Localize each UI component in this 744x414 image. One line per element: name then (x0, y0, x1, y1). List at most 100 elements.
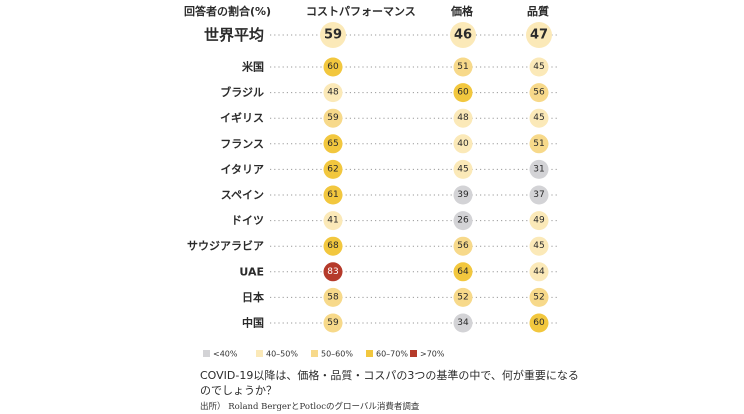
value-label: 48 (327, 88, 339, 98)
value-bubble (323, 185, 343, 205)
value-bubble (323, 159, 343, 179)
legend-swatch (311, 350, 318, 357)
legend-label: 50–60% (321, 350, 353, 359)
row-label: 世界平均 (204, 26, 264, 44)
value-bubble (453, 83, 473, 103)
value-label: 64 (457, 267, 469, 277)
value-bubble (453, 185, 473, 205)
value-label: 62 (327, 164, 338, 174)
value-bubble (323, 83, 343, 103)
value-bubble (529, 159, 549, 179)
value-bubble (453, 159, 473, 179)
legend-label: 60–70% (376, 350, 408, 359)
y-axis-label: 回答者の割合(%) (184, 5, 272, 18)
value-label: 60 (327, 62, 339, 72)
value-label: 59 (327, 318, 339, 328)
value-bubble (529, 185, 549, 205)
value-label: 45 (533, 113, 544, 123)
value-label: 45 (533, 241, 544, 251)
row-label: ブラジル (220, 85, 264, 99)
value-bubble (453, 211, 473, 231)
value-bubble (450, 22, 476, 48)
value-bubble (323, 262, 343, 282)
value-label: 26 (457, 216, 469, 226)
value-label: 52 (457, 292, 468, 302)
value-label: 40 (457, 139, 469, 149)
value-bubble (529, 313, 549, 333)
row-label: 米国 (241, 60, 264, 74)
value-label: 56 (533, 88, 545, 98)
value-label: 39 (457, 190, 469, 200)
row-label: UAE (239, 265, 264, 278)
value-label: 59 (324, 28, 342, 43)
value-bubble (323, 211, 343, 231)
legend-swatch (410, 350, 417, 357)
value-label: 49 (533, 216, 545, 226)
value-bubble (453, 287, 473, 307)
legend-label: 40–50% (266, 350, 298, 359)
source-note: 出所） Roland BergerとPotlocのグローバル消費者調査 (200, 402, 420, 412)
value-bubble (323, 134, 343, 154)
row-label: 中国 (242, 316, 264, 330)
value-bubble (529, 134, 549, 154)
value-label: 51 (533, 139, 544, 149)
value-label: 58 (327, 292, 339, 302)
value-bubble (453, 262, 473, 282)
value-label: 59 (327, 113, 339, 123)
column-header-quality: 品質 (527, 5, 549, 18)
row-label: 日本 (242, 290, 264, 304)
legend-swatch (203, 350, 210, 357)
value-bubble (529, 211, 549, 231)
value-bubble (323, 108, 343, 128)
row-label: ドイツ (231, 214, 264, 227)
value-bubble (453, 236, 473, 256)
column-header-cost-performance: コストパフォーマンス (306, 5, 416, 18)
value-label: 65 (327, 139, 338, 149)
legend-swatch (366, 350, 373, 357)
row-label: フランス (220, 137, 264, 150)
value-label: 48 (457, 113, 469, 123)
row-label: イギリス (220, 111, 264, 125)
value-bubble (529, 287, 549, 307)
value-label: 83 (327, 267, 338, 277)
value-bubble (526, 22, 552, 48)
value-label: 60 (533, 318, 545, 328)
value-bubble (529, 108, 549, 128)
value-bubble (453, 134, 473, 154)
value-bubble (323, 57, 343, 77)
value-bubble (323, 287, 343, 307)
value-bubble (320, 22, 346, 48)
value-label: 46 (454, 28, 472, 43)
value-label: 47 (530, 28, 548, 43)
value-label: 68 (327, 241, 339, 251)
value-label: 31 (533, 164, 544, 174)
value-bubble (453, 108, 473, 128)
row-label: スペイン (221, 189, 264, 202)
row-label: イタリア (220, 163, 264, 176)
value-label: 61 (327, 190, 338, 200)
value-label: 37 (533, 190, 544, 200)
value-label: 34 (457, 318, 469, 328)
legend-label: <40% (213, 350, 238, 359)
value-bubble (529, 57, 549, 77)
value-label: 60 (457, 88, 469, 98)
legend-label: >70% (420, 350, 445, 359)
value-bubble (529, 262, 549, 282)
value-label: 52 (533, 292, 544, 302)
legend-swatch (256, 350, 263, 357)
row-label: サウジアラビア (187, 239, 264, 253)
value-label: 45 (457, 164, 468, 174)
value-label: 56 (457, 241, 469, 251)
value-label: 41 (327, 216, 338, 226)
value-bubble (529, 83, 549, 103)
column-header-price: 価格 (451, 5, 473, 18)
value-label: 44 (533, 267, 545, 277)
question-text: COVID-19以降は、価格・品質・コスパの3つの基準の中で、何が重要になるので… (200, 369, 579, 397)
value-label: 51 (457, 62, 468, 72)
value-bubble (323, 313, 343, 333)
value-bubble (529, 236, 549, 256)
value-bubble (453, 57, 473, 77)
value-label: 45 (533, 62, 544, 72)
value-bubble (323, 236, 343, 256)
